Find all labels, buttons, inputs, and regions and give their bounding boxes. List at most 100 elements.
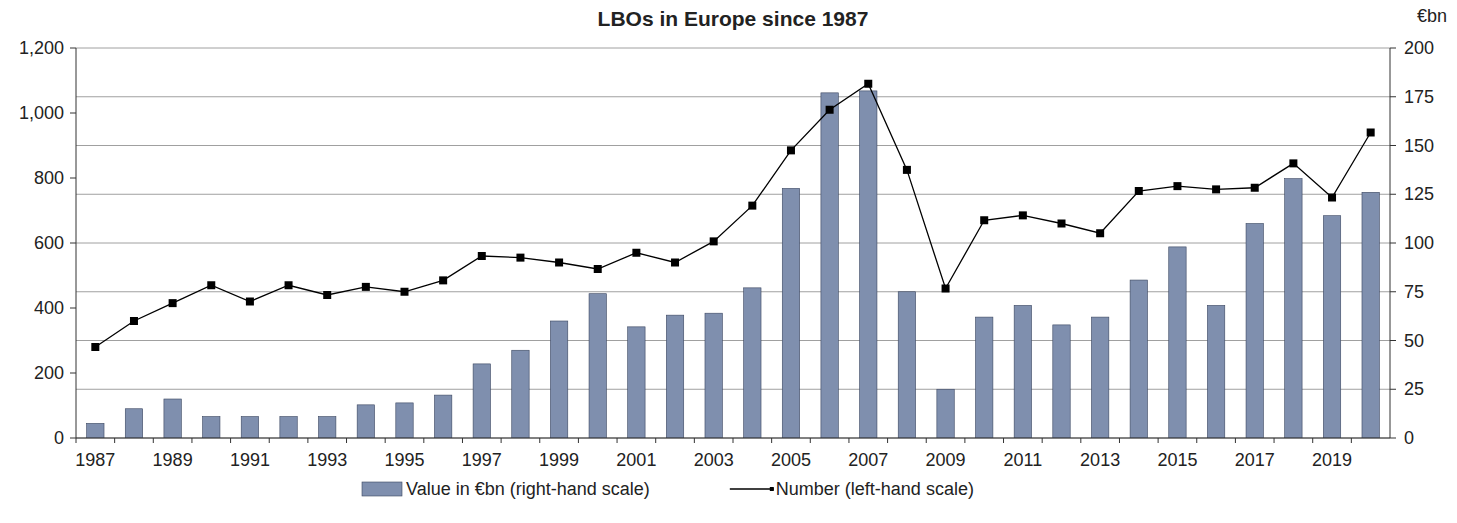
plot-area xyxy=(87,80,1380,438)
grid-line xyxy=(76,145,1390,146)
x-tick xyxy=(1080,438,1081,443)
bar xyxy=(1053,325,1070,438)
y2-tick xyxy=(1390,48,1396,49)
bar xyxy=(666,315,683,438)
x-tick xyxy=(1158,438,1159,443)
x-tick xyxy=(1119,438,1120,443)
marker xyxy=(1212,185,1220,193)
bar xyxy=(241,417,258,438)
x-tick xyxy=(307,438,308,443)
marker xyxy=(1251,184,1259,192)
y-tick xyxy=(70,113,76,114)
x-tick xyxy=(578,438,579,443)
y-tick xyxy=(70,438,76,439)
grid-line xyxy=(76,48,1390,49)
marker xyxy=(980,216,988,224)
x-tick xyxy=(964,438,965,443)
y2-axis xyxy=(1390,48,1391,438)
bar xyxy=(1285,179,1302,438)
marker xyxy=(1058,220,1066,228)
x-tick xyxy=(269,438,270,443)
marker xyxy=(671,259,679,267)
bar xyxy=(782,188,799,438)
grid-line xyxy=(76,96,1390,97)
x-tick-label: 1995 xyxy=(384,450,424,470)
y-tick-label: 0 xyxy=(54,428,64,448)
bar xyxy=(1323,216,1340,438)
bar xyxy=(319,417,336,438)
legend-label: Value in €bn (right-hand scale) xyxy=(406,479,650,499)
marker xyxy=(169,299,177,307)
marker xyxy=(903,166,911,174)
x-tick xyxy=(539,438,540,443)
y-tick-label: 200 xyxy=(34,363,64,383)
x-tick xyxy=(1003,438,1004,443)
y-tick-label: 800 xyxy=(34,168,64,188)
bar xyxy=(860,91,877,438)
x-tick xyxy=(114,438,115,443)
x-tick xyxy=(1196,438,1197,443)
marker xyxy=(1135,187,1143,195)
legend-swatch xyxy=(730,488,774,489)
marker xyxy=(362,283,370,291)
y2-tick xyxy=(1390,340,1396,341)
x-tick xyxy=(423,438,424,443)
marker xyxy=(323,291,331,299)
x-tick xyxy=(191,438,192,443)
y2-tick xyxy=(1390,243,1396,244)
legend: Value in €bn (right-hand scale)Number (l… xyxy=(362,479,974,499)
x-tick-label: 2019 xyxy=(1312,450,1352,470)
marker xyxy=(207,281,215,289)
y2-tick-label: 75 xyxy=(1404,282,1424,302)
x-tick-label: 2005 xyxy=(771,450,811,470)
x-tick-label: 1993 xyxy=(307,450,347,470)
marker xyxy=(478,252,486,260)
bar xyxy=(976,317,993,438)
x-tick-label: 2017 xyxy=(1235,450,1275,470)
y2-tick xyxy=(1390,96,1396,97)
x-tick xyxy=(1351,438,1352,443)
bar xyxy=(937,389,954,438)
x-tick-label: 2015 xyxy=(1157,450,1197,470)
marker xyxy=(555,259,563,267)
x-tick xyxy=(617,438,618,443)
marker xyxy=(285,281,293,289)
bar xyxy=(280,417,297,438)
marker xyxy=(130,317,138,325)
x-tick xyxy=(887,438,888,443)
x-tick xyxy=(694,438,695,443)
x-tick xyxy=(1235,438,1236,443)
grid-line xyxy=(76,243,1390,244)
marker xyxy=(1367,129,1375,137)
y2-tick xyxy=(1390,438,1396,439)
bar xyxy=(628,327,645,438)
y-tick xyxy=(70,243,76,244)
title: LBOs in Europe since 1987 xyxy=(598,7,869,30)
marker xyxy=(91,343,99,351)
y2-tick-label: 175 xyxy=(1404,87,1434,107)
x-tick-label: 1987 xyxy=(75,450,115,470)
marker xyxy=(826,106,834,114)
legend-swatch xyxy=(362,482,402,496)
x-tick-label: 1997 xyxy=(462,450,502,470)
x-tick-label: 1999 xyxy=(539,450,579,470)
marker xyxy=(516,254,524,262)
marker xyxy=(1019,211,1027,219)
bar xyxy=(434,395,451,438)
bar xyxy=(87,423,104,438)
x-tick xyxy=(1312,438,1313,443)
bar xyxy=(357,405,374,438)
marker xyxy=(787,146,795,154)
y2-tick-label: 50 xyxy=(1404,331,1424,351)
grid xyxy=(76,48,1390,438)
y-axis xyxy=(76,48,77,438)
bar xyxy=(1246,224,1263,439)
marker xyxy=(864,80,872,88)
y2-tick-label: 125 xyxy=(1404,184,1434,204)
x-tick xyxy=(1042,438,1043,443)
grid-line xyxy=(76,194,1390,195)
x-tick-label: 2007 xyxy=(848,450,888,470)
legend-marker xyxy=(770,487,774,491)
bar xyxy=(550,321,567,438)
y-tick xyxy=(70,48,76,49)
